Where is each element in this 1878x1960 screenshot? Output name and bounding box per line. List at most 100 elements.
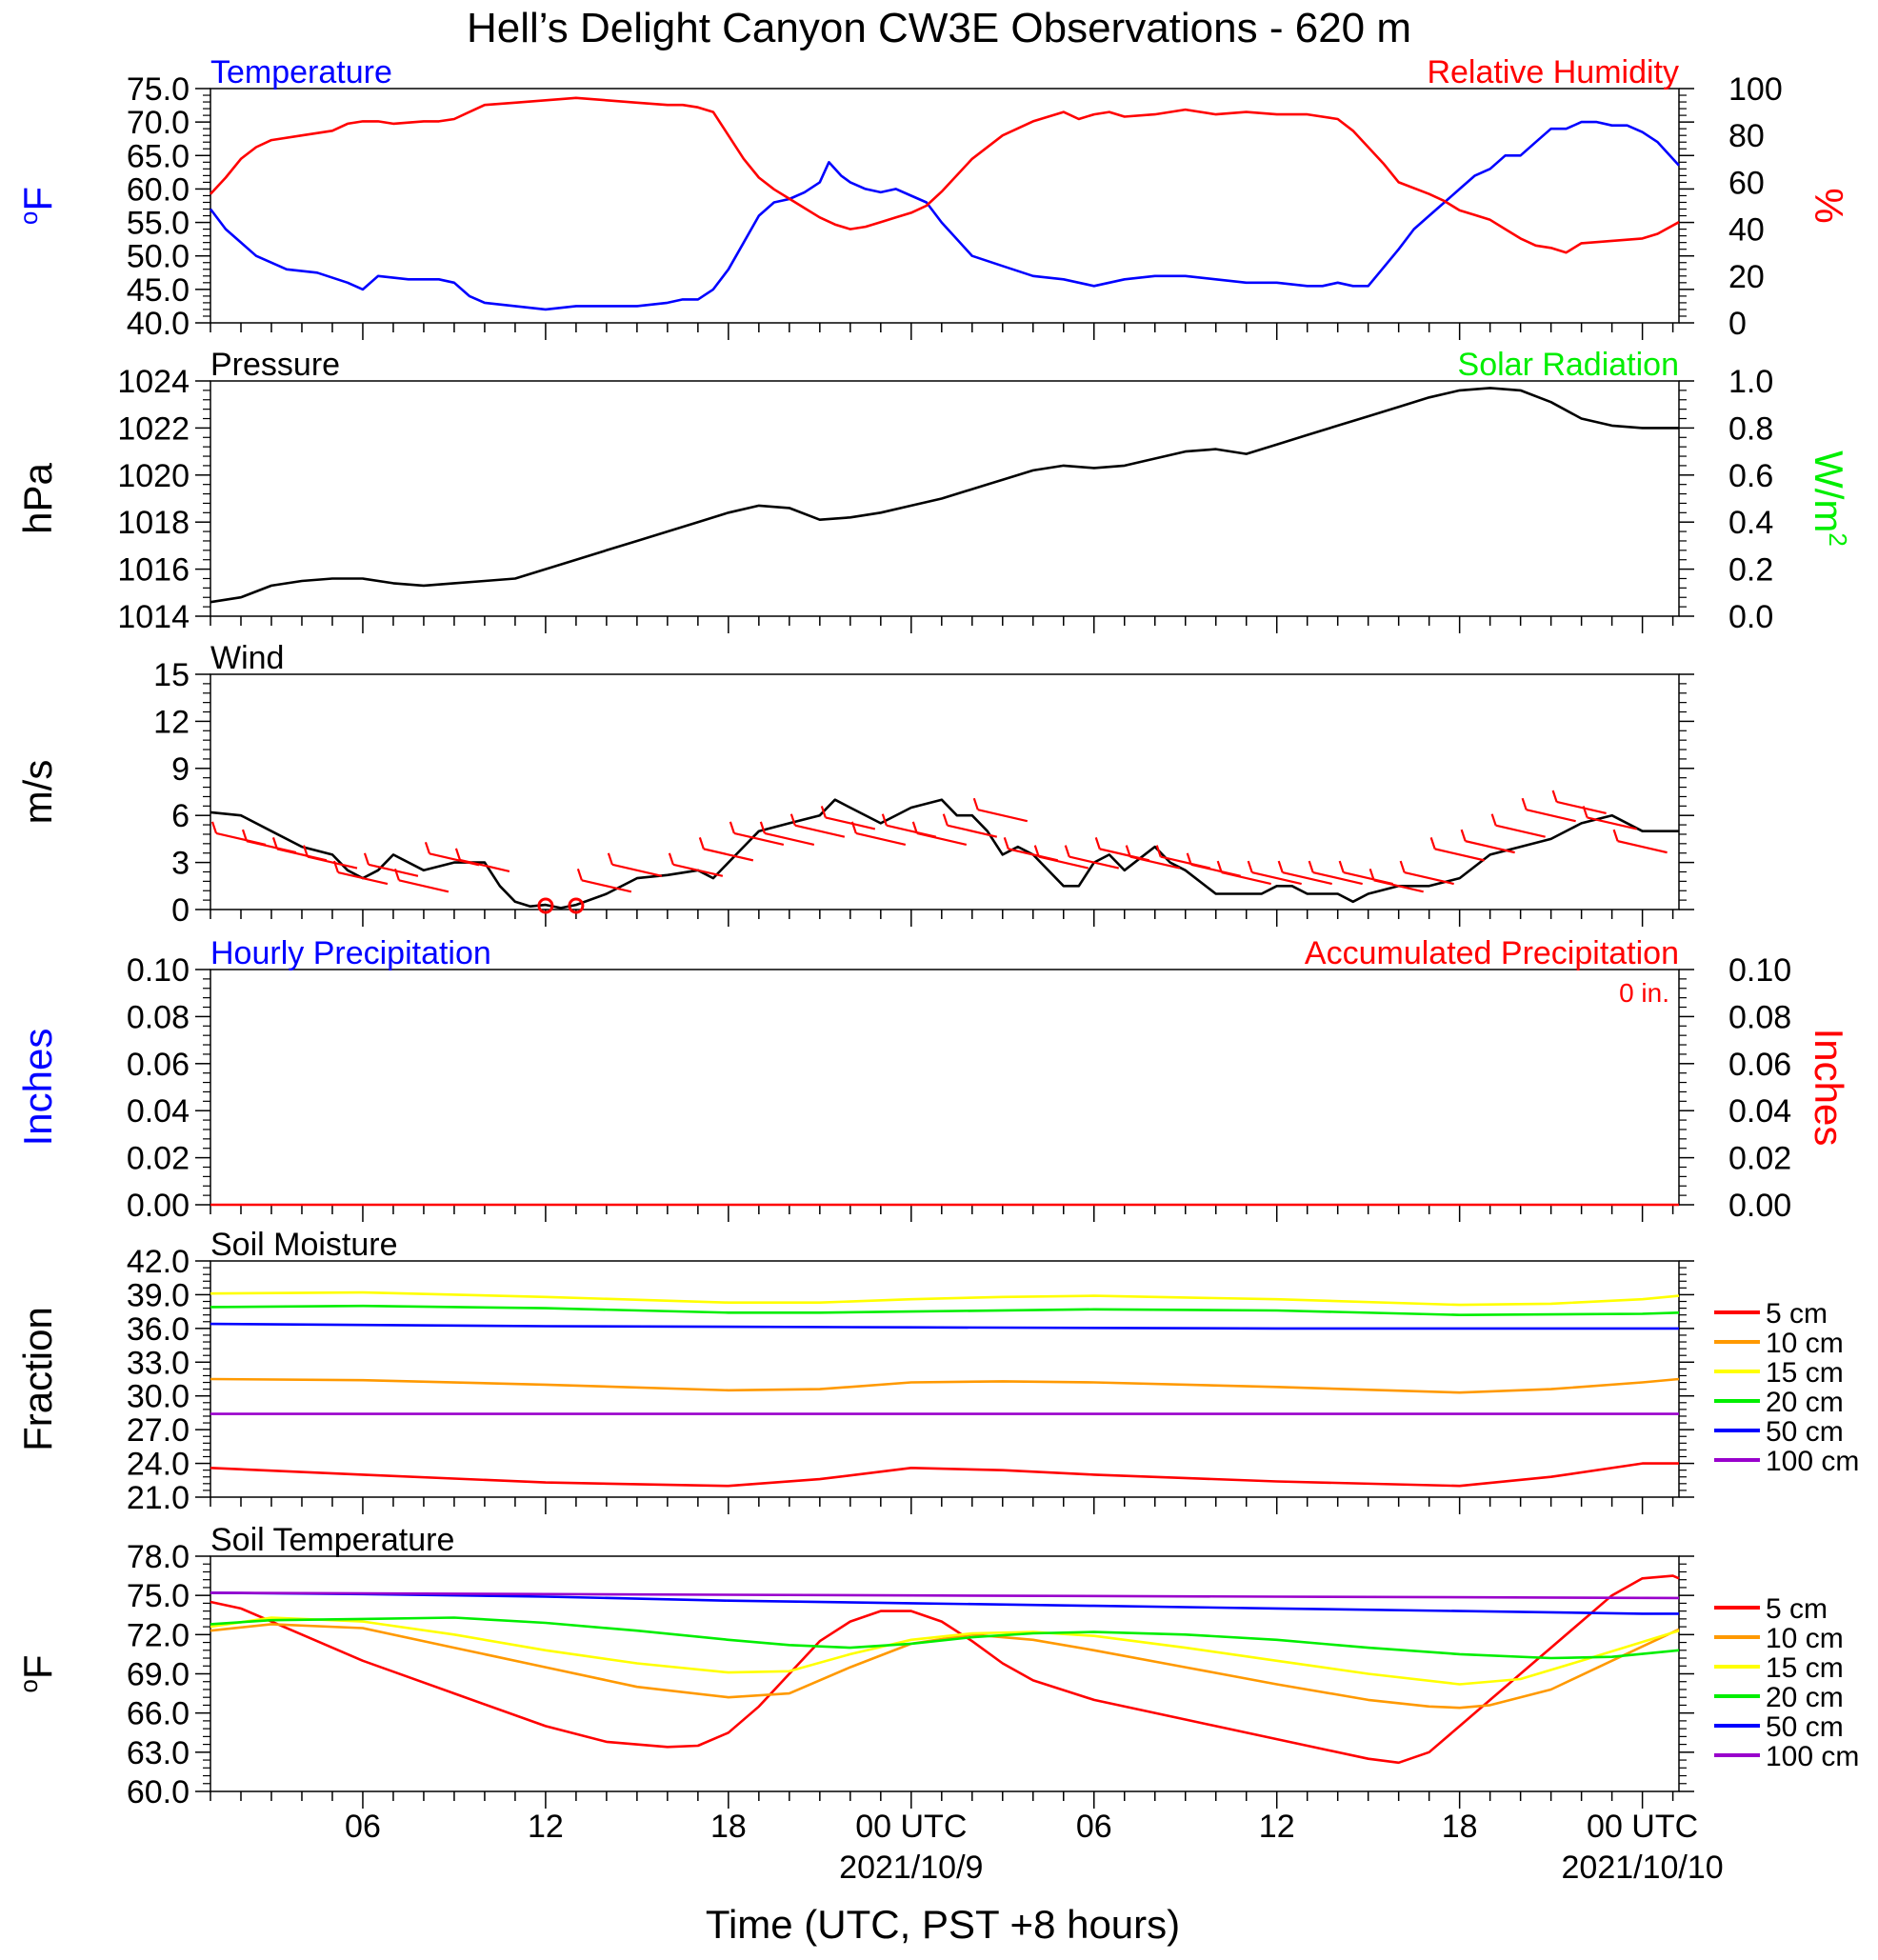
y-tick-label-right: 1.0 [1728,364,1773,400]
y-tick-label-left: 3 [171,846,190,882]
x-date-label: 2021/10/10 [1562,1850,1724,1886]
y-tick-label-right: 0.2 [1728,552,1773,589]
panel-title-left: Pressure [210,347,340,383]
wind-barb-flag [1155,845,1162,857]
wind-barb [916,831,968,846]
y-tick-label-left: 36.0 [127,1311,190,1348]
panel-title-left: Temperature [210,54,392,90]
x-tick-label: 06 [1076,1809,1112,1845]
series-line-5-5 [210,1591,1680,1600]
wind-barb-flag [271,837,279,850]
calm-marker [568,897,585,914]
series-line-4-4 [210,1322,1679,1330]
legend-entry: 10 cm [1766,1328,1844,1359]
y-axis-label-right: % [1807,188,1851,223]
y-tick-label-left: 66.0 [127,1696,190,1732]
wind-barb-flag [850,821,857,834]
panel-title-right: Solar Radiation [1458,347,1679,383]
y-tick-label-left: 70.0 [127,105,190,141]
y-tick-label-left: 1024 [117,364,190,400]
y-tick-label-left: 0.08 [127,999,190,1035]
y-axis-label-left: hPa [15,462,60,533]
legend-entry: 50 cm [1766,1711,1844,1743]
wind-barb [825,816,876,830]
wind-barb-flag [1247,860,1253,873]
y-tick-label-left: 1020 [117,458,190,494]
wind-barb-flag [1460,829,1467,842]
panel-title-left: Wind [210,640,284,676]
y-tick-label-left: 1022 [117,410,190,447]
y-tick-label-right: 40 [1728,212,1765,249]
y-tick-label-left: 27.0 [127,1412,190,1449]
wind-barb-flag [881,813,888,827]
wind-barb [1251,870,1302,886]
wind-barb [703,848,754,862]
y-tick-label-left: 21.0 [127,1480,190,1516]
y-tick-label-right: 0.06 [1728,1047,1791,1083]
legend-entry: 20 cm [1766,1682,1844,1713]
y-axis-label-left: Inches [15,1029,60,1147]
wind-barb [1617,840,1668,854]
series-line-2-0 [210,798,1679,910]
wind-barb [764,831,815,846]
wind-barb-flag [1612,829,1619,842]
series-line-0-1 [210,96,1680,254]
y-axis-label-right: Inches [1807,1029,1851,1147]
wind-barb [1434,848,1485,862]
wind-barb-flag [393,868,400,881]
wind-barb-flag [607,852,613,866]
series-line-5-2 [210,1616,1680,1686]
y-tick-label-left: 40.0 [127,306,190,342]
legend-entry: 5 cm [1766,1593,1828,1625]
y-axis-label-left: oF [14,187,60,225]
y-tick-label-right: 20 [1728,259,1765,295]
wind-barb-flag [1429,837,1436,850]
y-tick-label-left: 12 [153,704,190,740]
panel-title-right: Accumulated Precipitation [1305,935,1679,971]
wind-barb-flag [241,829,249,842]
panel-frame [210,88,1680,324]
wind-barb-flag [1094,837,1101,850]
y-tick-label-left: 42.0 [127,1244,190,1280]
y-tick-label-left: 72.0 [127,1617,190,1653]
wind-barb-flag [729,821,735,834]
y-tick-label-left: 0.02 [127,1141,190,1177]
wind-barb [672,863,724,877]
wind-barb [794,824,846,838]
wind-barb-flag [210,821,218,834]
y-tick-label-right: 0.0 [1728,599,1773,635]
x-axis: 06 12 18 00 UTC 06 12 18 00 UTC 2021/10/9 2021/10… [345,1809,1724,1886]
panel-1: 1014 1016 1018 1020 1022 1024 0.0 0.2 0.4 0.6 0.8 1… [15,347,1852,635]
wind-barb [1038,855,1089,870]
legend-entry: 5 cm [1766,1298,1828,1330]
series-line-5-1 [210,1623,1680,1710]
series-line-5-0 [210,1574,1680,1765]
wind-barb-flag [1308,860,1314,873]
wind-barb [368,863,419,877]
y-tick-label-right: 0 [1728,306,1747,342]
series-line-1-0 [210,387,1679,604]
wind-barb [1129,855,1180,870]
y-tick-label-left: 69.0 [127,1657,190,1693]
y-axis-label-left: m/s [15,760,60,825]
panel-frame [210,673,1680,910]
y-tick-label-right: 0.02 [1728,1141,1791,1177]
x-tick-label: 12 [1259,1809,1295,1845]
panel-frame [210,1555,1680,1792]
x-tick-label: 18 [710,1809,747,1845]
y-tick-label-left: 50.0 [127,239,190,275]
series-line-5-3 [210,1616,1680,1660]
wind-barb-flag [759,821,766,834]
wind-barb-flag [911,821,918,834]
wind-barb [1587,816,1637,830]
wind-barb [337,870,389,886]
wind-barb [1526,809,1576,823]
y-tick-label-left: 24.0 [127,1447,190,1483]
wind-barb-flag [789,813,796,827]
wind-barb [398,879,450,893]
y-tick-label-right: 80 [1728,118,1765,154]
y-tick-label-left: 45.0 [127,272,190,309]
wind-barb-flag [1338,860,1345,873]
wind-barb [1069,855,1120,870]
